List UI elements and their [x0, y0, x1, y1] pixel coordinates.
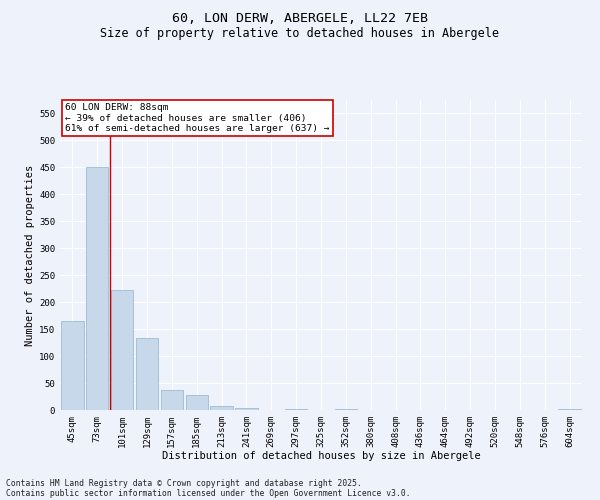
Text: Size of property relative to detached houses in Abergele: Size of property relative to detached ho…: [101, 28, 499, 40]
Text: 60 LON DERW: 88sqm
← 39% of detached houses are smaller (406)
61% of semi-detach: 60 LON DERW: 88sqm ← 39% of detached hou…: [65, 103, 330, 133]
Bar: [185, 396, 208, 410]
X-axis label: Distribution of detached houses by size in Abergele: Distribution of detached houses by size …: [161, 452, 481, 462]
Bar: [335, 409, 357, 410]
Bar: [86, 168, 109, 410]
Bar: [285, 409, 307, 410]
Bar: [211, 406, 233, 410]
Text: 60, LON DERW, ABERGELE, LL22 7EB: 60, LON DERW, ABERGELE, LL22 7EB: [172, 12, 428, 26]
Text: Contains public sector information licensed under the Open Government Licence v3: Contains public sector information licen…: [6, 488, 410, 498]
Bar: [136, 338, 158, 410]
Bar: [61, 321, 83, 410]
Y-axis label: Number of detached properties: Number of detached properties: [25, 164, 35, 346]
Text: Contains HM Land Registry data © Crown copyright and database right 2025.: Contains HM Land Registry data © Crown c…: [6, 478, 362, 488]
Bar: [111, 290, 133, 410]
Bar: [559, 409, 581, 410]
Bar: [161, 390, 183, 410]
Bar: [235, 408, 257, 410]
